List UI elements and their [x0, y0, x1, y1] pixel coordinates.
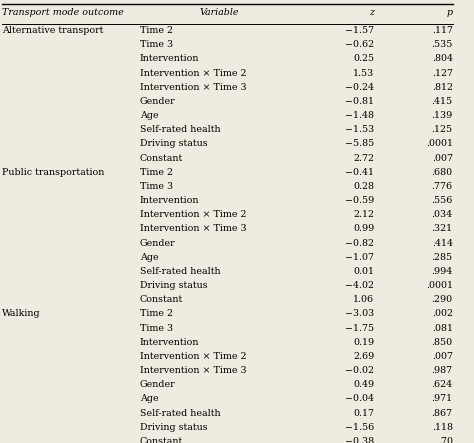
Text: .987: .987 [431, 366, 453, 375]
Text: Gender: Gender [140, 97, 175, 106]
Text: .117: .117 [432, 26, 453, 35]
Text: Driving status: Driving status [140, 423, 208, 432]
Text: Intervention × Time 2: Intervention × Time 2 [140, 352, 246, 361]
Text: −1.75: −1.75 [346, 324, 374, 333]
Text: .70: .70 [438, 437, 453, 443]
Text: Alternative transport: Alternative transport [2, 26, 104, 35]
Text: Constant: Constant [140, 154, 183, 163]
Text: Public transportation: Public transportation [2, 168, 105, 177]
Text: .971: .971 [431, 394, 453, 404]
Text: Gender: Gender [140, 239, 175, 248]
Text: Driving status: Driving status [140, 140, 208, 148]
Text: Time 3: Time 3 [140, 324, 173, 333]
Text: −1.57: −1.57 [346, 26, 374, 35]
Text: −0.59: −0.59 [345, 196, 374, 205]
Text: −1.53: −1.53 [345, 125, 374, 134]
Text: −0.41: −0.41 [346, 168, 374, 177]
Text: Time 2: Time 2 [140, 168, 173, 177]
Text: 0.01: 0.01 [354, 267, 374, 276]
Text: Time 3: Time 3 [140, 182, 173, 191]
Text: Age: Age [140, 111, 158, 120]
Text: Intervention × Time 3: Intervention × Time 3 [140, 83, 246, 92]
Text: z: z [369, 8, 374, 17]
Text: .0001: .0001 [426, 281, 453, 290]
Text: .415: .415 [431, 97, 453, 106]
Text: −0.81: −0.81 [346, 97, 374, 106]
Text: .007: .007 [432, 352, 453, 361]
Text: .867: .867 [431, 408, 453, 418]
Text: Time 2: Time 2 [140, 26, 173, 35]
Text: p: p [447, 8, 453, 17]
Text: .125: .125 [431, 125, 453, 134]
Text: Intervention: Intervention [140, 338, 200, 347]
Text: .680: .680 [431, 168, 453, 177]
Text: .118: .118 [432, 423, 453, 432]
Text: Age: Age [140, 253, 158, 262]
Text: Constant: Constant [140, 437, 183, 443]
Text: .290: .290 [431, 295, 453, 304]
Text: 2.72: 2.72 [354, 154, 374, 163]
Text: .081: .081 [432, 324, 453, 333]
Text: Self-rated health: Self-rated health [140, 408, 220, 418]
Text: −1.56: −1.56 [345, 423, 374, 432]
Text: Self-rated health: Self-rated health [140, 125, 220, 134]
Text: −5.85: −5.85 [345, 140, 374, 148]
Text: Time 3: Time 3 [140, 40, 173, 49]
Text: .007: .007 [432, 154, 453, 163]
Text: Intervention × Time 3: Intervention × Time 3 [140, 366, 246, 375]
Text: .850: .850 [431, 338, 453, 347]
Text: Intervention: Intervention [140, 196, 200, 205]
Text: 1.06: 1.06 [353, 295, 374, 304]
Text: .285: .285 [431, 253, 453, 262]
Text: .804: .804 [432, 54, 453, 63]
Text: .535: .535 [431, 40, 453, 49]
Text: −1.07: −1.07 [346, 253, 374, 262]
Text: Time 2: Time 2 [140, 310, 173, 319]
Text: Driving status: Driving status [140, 281, 208, 290]
Text: 2.12: 2.12 [354, 210, 374, 219]
Text: .034: .034 [431, 210, 453, 219]
Text: 0.25: 0.25 [353, 54, 374, 63]
Text: Gender: Gender [140, 380, 175, 389]
Text: 0.99: 0.99 [353, 225, 374, 233]
Text: −3.03: −3.03 [345, 310, 374, 319]
Text: .127: .127 [432, 69, 453, 78]
Text: Intervention × Time 2: Intervention × Time 2 [140, 210, 246, 219]
Text: Variable: Variable [200, 8, 239, 17]
Text: −0.04: −0.04 [346, 394, 374, 404]
Text: −0.38: −0.38 [346, 437, 374, 443]
Text: −4.02: −4.02 [346, 281, 374, 290]
Text: 0.28: 0.28 [354, 182, 374, 191]
Text: .556: .556 [431, 196, 453, 205]
Text: Intervention × Time 2: Intervention × Time 2 [140, 69, 246, 78]
Text: −0.24: −0.24 [346, 83, 374, 92]
Text: 0.49: 0.49 [353, 380, 374, 389]
Text: .139: .139 [431, 111, 453, 120]
Text: 0.17: 0.17 [354, 408, 374, 418]
Text: .624: .624 [431, 380, 453, 389]
Text: −1.48: −1.48 [346, 111, 374, 120]
Text: .0001: .0001 [426, 140, 453, 148]
Text: 1.53: 1.53 [353, 69, 374, 78]
Text: .321: .321 [431, 225, 453, 233]
Text: .414: .414 [432, 239, 453, 248]
Text: .994: .994 [431, 267, 453, 276]
Text: −0.82: −0.82 [346, 239, 374, 248]
Text: Constant: Constant [140, 295, 183, 304]
Text: Intervention × Time 3: Intervention × Time 3 [140, 225, 246, 233]
Text: Walking: Walking [2, 310, 41, 319]
Text: .776: .776 [431, 182, 453, 191]
Text: 2.69: 2.69 [353, 352, 374, 361]
Text: Intervention: Intervention [140, 54, 200, 63]
Text: −0.02: −0.02 [346, 366, 374, 375]
Text: Self-rated health: Self-rated health [140, 267, 220, 276]
Text: 0.19: 0.19 [353, 338, 374, 347]
Text: −0.62: −0.62 [346, 40, 374, 49]
Text: Age: Age [140, 394, 158, 404]
Text: Transport mode outcome: Transport mode outcome [2, 8, 124, 17]
Text: .812: .812 [432, 83, 453, 92]
Text: .002: .002 [432, 310, 453, 319]
